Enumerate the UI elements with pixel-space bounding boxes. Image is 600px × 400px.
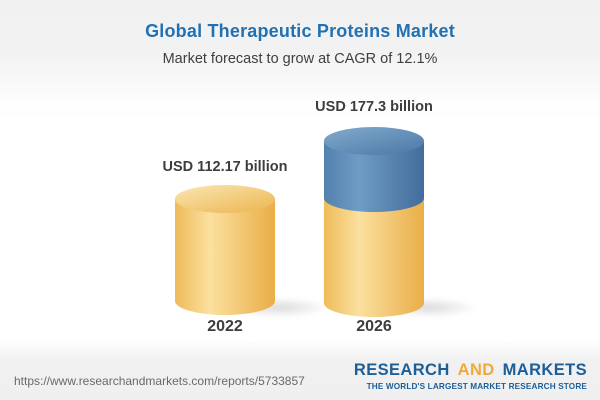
logo-tagline: THE WORLD'S LARGEST MARKET RESEARCH STOR…	[366, 382, 587, 391]
logo-wordmark: RESEARCH AND MARKETS	[354, 361, 587, 380]
bar-2022-top-ellipse	[175, 185, 275, 213]
axis-label-2022: 2022	[207, 318, 243, 335]
report-url-link[interactable]: https://www.researchandmarkets.com/repor…	[14, 374, 305, 388]
axis-label-2026: 2026	[356, 318, 392, 335]
bar-2026-cylinder	[324, 127, 424, 317]
value-label-2026: USD 177.3 billion	[315, 99, 433, 115]
bar-2022-cylinder	[175, 185, 275, 315]
bar-2022-body	[175, 199, 275, 315]
value-label-2022: USD 112.17 billion	[162, 159, 288, 175]
bar-2026-growth-segment	[324, 141, 424, 212]
logo-word-and: AND	[457, 361, 495, 379]
bar-2026-top-ellipse	[324, 127, 424, 155]
logo-word-research: RESEARCH	[353, 361, 450, 379]
bar-2026-base-segment	[324, 198, 424, 317]
chart-subtitle: Market forecast to grow at CAGR of 12.1%	[162, 51, 438, 67]
chart-title: Global Therapeutic Proteins Market	[145, 21, 455, 41]
research-and-markets-logo: RESEARCH AND MARKETS THE WORLD'S LARGEST…	[354, 361, 587, 391]
logo-word-markets: MARKETS	[502, 361, 587, 379]
